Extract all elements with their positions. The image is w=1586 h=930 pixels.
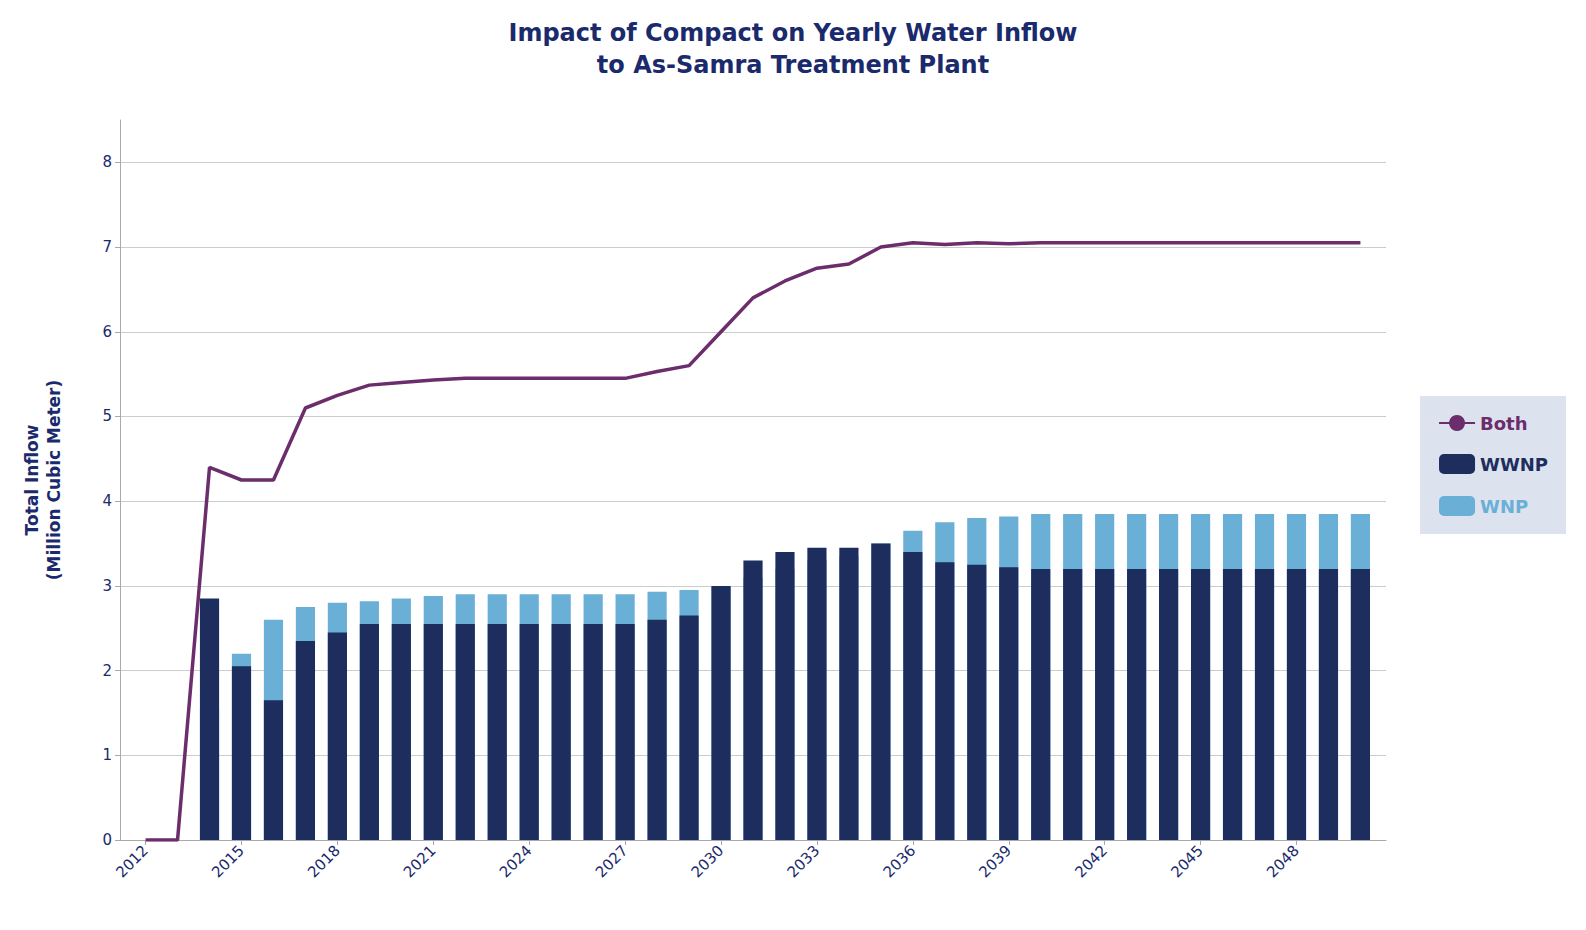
svg-text:2021: 2021	[400, 842, 440, 882]
svg-text:to As-Samra Treatment Plant: to As-Samra Treatment Plant	[597, 51, 989, 79]
svg-text:WNP: WNP	[1480, 496, 1528, 517]
svg-text:2036: 2036	[880, 842, 920, 882]
svg-text:2048: 2048	[1263, 842, 1303, 882]
svg-text:5: 5	[102, 407, 112, 425]
svg-text:WWNP: WWNP	[1480, 454, 1548, 475]
svg-text:Impact of Compact on Yearly Wa: Impact of Compact on Yearly Water Inflow	[508, 19, 1077, 47]
svg-text:2018: 2018	[304, 842, 344, 882]
svg-text:(Million Cubic Meter): (Million Cubic Meter)	[44, 380, 64, 581]
svg-text:2: 2	[102, 662, 112, 680]
svg-text:2045: 2045	[1167, 842, 1207, 882]
svg-text:2024: 2024	[496, 842, 536, 882]
svg-text:6: 6	[102, 323, 112, 341]
svg-text:2030: 2030	[688, 842, 728, 882]
svg-text:8: 8	[102, 153, 112, 171]
svg-text:2012: 2012	[112, 842, 152, 882]
svg-text:2039: 2039	[975, 842, 1015, 882]
svg-text:0: 0	[102, 831, 112, 849]
svg-text:2042: 2042	[1071, 842, 1111, 882]
svg-text:4: 4	[102, 492, 112, 510]
svg-text:Total Inflow: Total Inflow	[22, 424, 42, 535]
svg-text:2027: 2027	[592, 842, 632, 882]
svg-text:7: 7	[102, 238, 112, 256]
svg-text:3: 3	[102, 577, 112, 595]
svg-text:2033: 2033	[784, 842, 824, 882]
svg-text:1: 1	[102, 746, 112, 764]
svg-text:Both: Both	[1480, 413, 1528, 434]
svg-text:2015: 2015	[208, 842, 248, 882]
